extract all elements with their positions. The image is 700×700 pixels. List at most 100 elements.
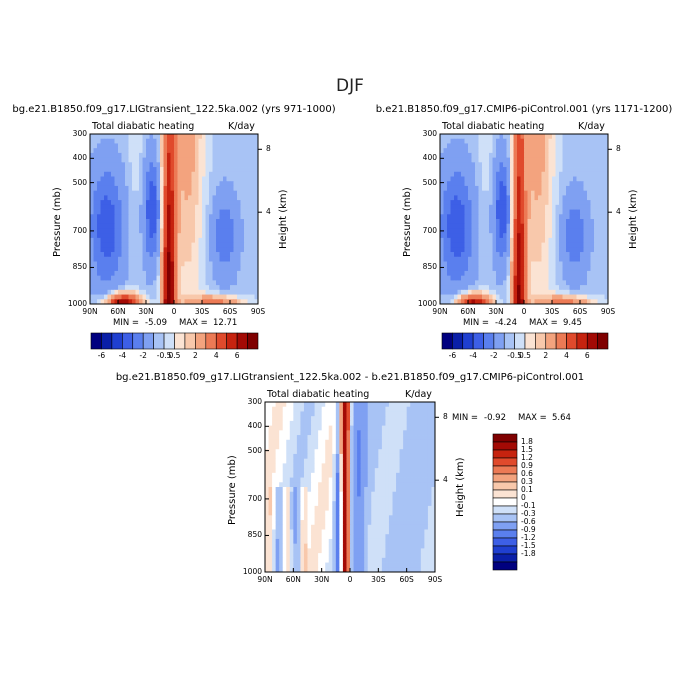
field-cell [538,209,542,215]
field-cell [216,289,220,295]
field-cell [573,138,577,144]
field-cell [149,299,154,305]
field-cell [562,233,567,239]
field-cell [107,214,112,220]
field-cell [555,289,560,295]
field-cell [118,167,122,173]
field-cell [160,157,164,163]
field-cell [461,176,465,182]
field-cell [289,534,294,540]
field-cell [531,237,535,244]
field-cell [388,477,393,483]
field-cell [392,425,397,431]
field-cell [226,233,231,239]
field-cell [160,138,164,144]
field-cell [562,148,567,154]
field-cell [520,162,525,168]
field-cell [517,134,521,140]
field-cell [555,228,560,234]
field-cell [188,233,192,239]
field-cell [580,280,584,286]
field-cell [403,425,408,431]
field-cell [149,289,154,295]
field-cell [265,453,269,460]
field-cell [597,270,602,277]
field-cell [268,468,273,474]
field-cell [121,209,126,215]
field-cell [303,477,308,483]
field-cell [440,275,444,281]
colorbar-swatch [163,332,175,350]
field-cell [524,181,528,187]
field-cell [282,538,287,545]
field-cell [135,299,140,305]
field-cell [342,416,347,422]
field-cell [569,261,574,267]
field-cell [272,524,277,530]
field-cell [461,270,465,277]
field-cell [471,280,476,286]
field-cell [367,482,372,488]
field-cell [300,529,305,535]
field-cell [597,138,602,144]
field-cell [240,252,245,258]
field-cell [325,477,330,483]
field-cell [520,195,525,201]
field-cell [410,510,415,516]
field-cell [360,538,365,545]
field-cell [392,430,397,436]
field-cell [531,280,535,286]
field-cell [576,134,581,140]
field-cell [381,458,386,464]
field-cell [527,167,532,173]
field-cell [321,510,326,516]
field-cell [139,242,143,248]
field-cell [357,420,362,427]
field-cell [111,204,115,210]
field-cell [531,162,535,168]
field-cell [503,242,507,248]
field-cell [468,299,472,305]
field-cell [417,439,422,445]
field-cell [520,138,525,144]
field-cell [399,487,404,493]
field-cell [503,299,507,305]
field-cell [374,538,379,545]
field-cell [478,289,483,295]
field-cell [251,294,255,300]
field-cell [527,261,532,267]
field-cell [471,270,476,277]
field-cell [548,185,553,192]
field-cell [534,171,539,177]
field-cell [139,280,143,286]
field-cell [555,223,560,229]
field-cell [125,242,129,248]
field-cell [541,289,546,295]
field-cell [406,463,411,469]
field-cell [420,468,425,474]
field-cell [520,200,525,206]
field-cell [174,190,178,196]
field-cell [223,134,227,140]
field-cell [254,148,259,154]
field-cell [524,185,528,192]
field-cell [114,204,119,210]
field-cell [450,223,455,229]
field-cell [385,524,390,530]
field-cell [403,496,408,502]
field-cell [492,176,497,182]
field-cell [396,501,400,507]
field-cell [468,190,472,196]
field-cell [583,200,588,206]
field-cell [478,152,483,159]
field-cell [392,406,397,412]
field-cell [268,453,273,460]
field-cell [431,524,436,530]
field-cell [513,228,518,234]
field-cell [219,270,224,277]
field-cell [272,468,277,474]
field-cell [342,406,347,412]
field-cell [125,299,129,305]
field-cell [97,143,101,149]
field-cell [279,510,284,516]
